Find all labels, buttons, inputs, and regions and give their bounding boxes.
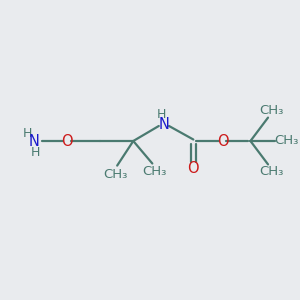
Text: H: H: [156, 108, 166, 121]
Text: CH₃: CH₃: [259, 103, 283, 117]
Text: CH₃: CH₃: [103, 167, 128, 181]
Text: O: O: [188, 161, 199, 176]
Text: O: O: [61, 134, 73, 148]
Text: O: O: [217, 134, 228, 148]
Text: CH₃: CH₃: [142, 165, 167, 178]
Text: CH₃: CH₃: [274, 134, 299, 148]
Text: H: H: [31, 146, 40, 159]
Text: N: N: [159, 117, 170, 132]
Text: CH₃: CH₃: [259, 165, 283, 178]
Text: N: N: [28, 134, 39, 148]
Text: H: H: [22, 127, 32, 140]
